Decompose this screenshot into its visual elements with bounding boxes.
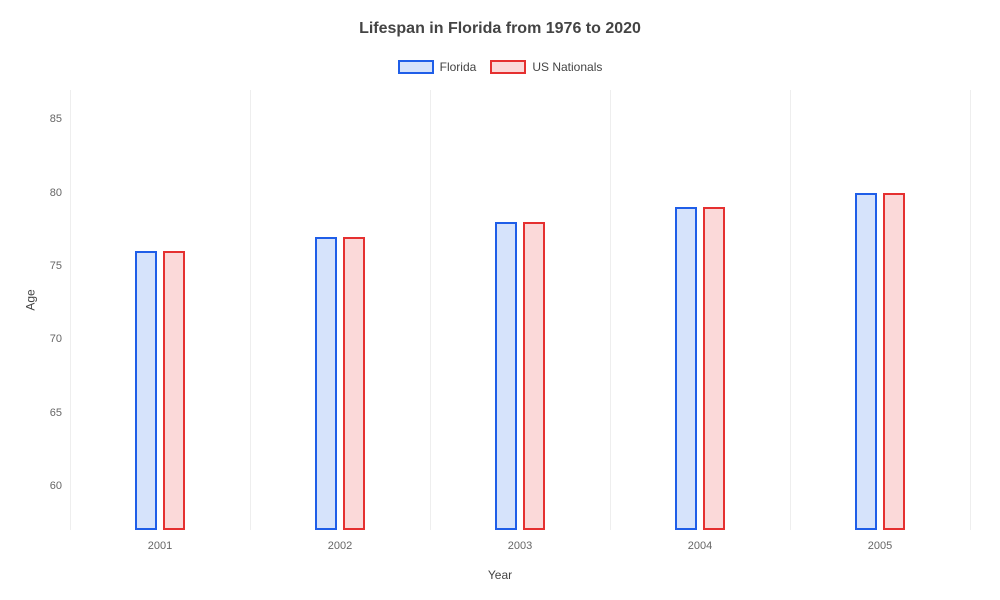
bar bbox=[163, 251, 185, 530]
y-tick-label: 85 bbox=[50, 113, 70, 125]
x-tick-label: 2002 bbox=[328, 530, 352, 552]
y-tick-label: 65 bbox=[50, 407, 70, 419]
bar bbox=[675, 207, 697, 530]
x-tick-label: 2004 bbox=[688, 530, 712, 552]
y-axis-label: Age bbox=[24, 289, 38, 310]
bar bbox=[703, 207, 725, 530]
gridline-vertical bbox=[70, 90, 71, 530]
x-tick-label: 2001 bbox=[148, 530, 172, 552]
y-tick-label: 75 bbox=[50, 260, 70, 272]
chart-container: Lifespan in Florida from 1976 to 2020 Fl… bbox=[0, 0, 1000, 600]
x-tick-label: 2003 bbox=[508, 530, 532, 552]
gridline-vertical bbox=[610, 90, 611, 530]
bar bbox=[135, 251, 157, 530]
gridline-vertical bbox=[250, 90, 251, 530]
y-tick-label: 80 bbox=[50, 187, 70, 199]
chart-title: Lifespan in Florida from 1976 to 2020 bbox=[0, 20, 1000, 38]
legend-label-us: US Nationals bbox=[532, 60, 602, 74]
bar bbox=[315, 237, 337, 530]
legend-label-florida: Florida bbox=[440, 60, 477, 74]
bar bbox=[855, 193, 877, 530]
gridline-vertical bbox=[970, 90, 971, 530]
x-tick-label: 2005 bbox=[868, 530, 892, 552]
bar bbox=[343, 237, 365, 530]
x-axis-label: Year bbox=[0, 568, 1000, 582]
legend-swatch-florida bbox=[398, 60, 434, 74]
plot-area: 60657075808520012002200320042005 bbox=[70, 90, 970, 530]
legend-item-florida: Florida bbox=[398, 60, 477, 74]
legend-swatch-us bbox=[490, 60, 526, 74]
bar bbox=[523, 222, 545, 530]
y-tick-label: 70 bbox=[50, 333, 70, 345]
legend-item-us: US Nationals bbox=[490, 60, 602, 74]
gridline-vertical bbox=[430, 90, 431, 530]
legend: Florida US Nationals bbox=[0, 60, 1000, 74]
bar bbox=[883, 193, 905, 530]
y-tick-label: 60 bbox=[50, 480, 70, 492]
bar bbox=[495, 222, 517, 530]
gridline-vertical bbox=[790, 90, 791, 530]
